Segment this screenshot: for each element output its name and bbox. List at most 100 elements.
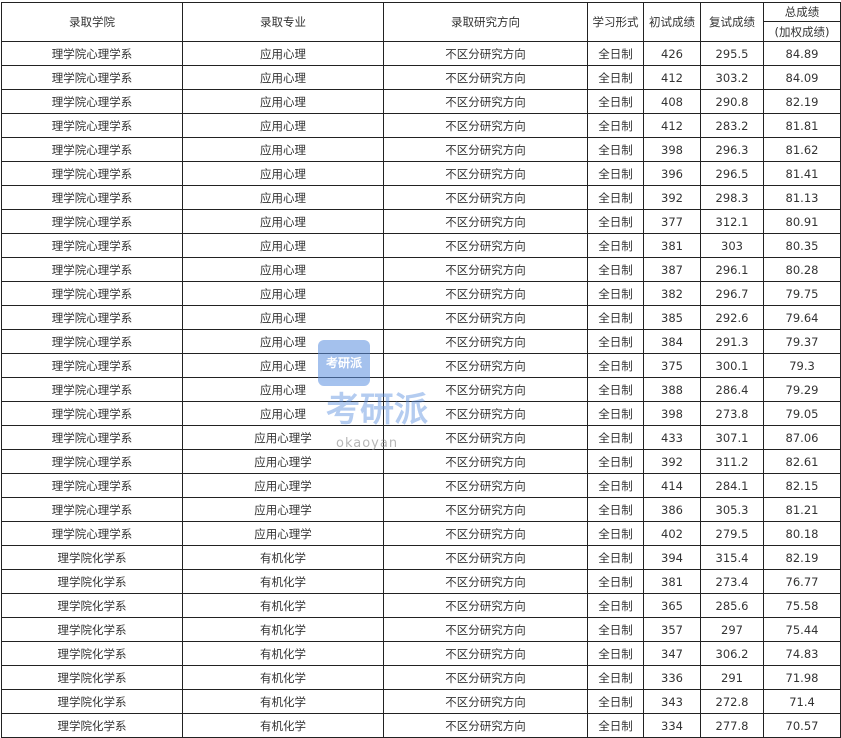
cell-total: 82.19	[763, 545, 841, 570]
cell-direction: 不区分研究方向	[383, 233, 588, 258]
cell-direction: 不区分研究方向	[383, 617, 588, 642]
cell-mode: 全日制	[587, 353, 644, 378]
cell-major: 应用心理	[182, 185, 384, 210]
cell-mode: 全日制	[587, 41, 644, 66]
cell-major: 有机化学	[182, 713, 384, 738]
cell-total: 81.21	[763, 497, 841, 522]
header-direction: 录取研究方向	[383, 2, 588, 42]
table-row: 理学院心理学系 应用心理 不区分研究方向 全日制 392 298.3 81.13	[1, 185, 841, 210]
cell-mode: 全日制	[587, 401, 644, 426]
cell-college: 理学院心理学系	[1, 161, 183, 186]
cell-mode: 全日制	[587, 689, 644, 714]
cell-major: 应用心理学	[182, 473, 384, 498]
cell-mode: 全日制	[587, 281, 644, 306]
cell-retest: 295.5	[700, 41, 764, 66]
cell-retest: 290.8	[700, 89, 764, 114]
cell-initial: 386	[643, 497, 701, 522]
cell-mode: 全日制	[587, 449, 644, 474]
cell-college: 理学院化学系	[1, 713, 183, 738]
cell-major: 应用心理	[182, 257, 384, 282]
cell-college: 理学院化学系	[1, 641, 183, 666]
cell-direction: 不区分研究方向	[383, 161, 588, 186]
cell-initial: 414	[643, 473, 701, 498]
cell-college: 理学院化学系	[1, 569, 183, 594]
header-major: 录取专业	[182, 2, 384, 42]
cell-college: 理学院心理学系	[1, 377, 183, 402]
cell-total: 82.15	[763, 473, 841, 498]
cell-college: 理学院心理学系	[1, 209, 183, 234]
cell-retest: 277.8	[700, 713, 764, 738]
watermark-logo-text: 考研派	[325, 356, 362, 370]
table-row: 理学院化学系 有机化学 不区分研究方向 全日制 336 291 71.98	[1, 665, 841, 690]
cell-total: 87.06	[763, 425, 841, 450]
cell-mode: 全日制	[587, 65, 644, 90]
cell-initial: 381	[643, 569, 701, 594]
cell-direction: 不区分研究方向	[383, 401, 588, 426]
cell-total: 81.41	[763, 161, 841, 186]
cell-mode: 全日制	[587, 233, 644, 258]
cell-college: 理学院化学系	[1, 545, 183, 570]
cell-direction: 不区分研究方向	[383, 89, 588, 114]
cell-retest: 305.3	[700, 497, 764, 522]
cell-retest: 300.1	[700, 353, 764, 378]
cell-initial: 392	[643, 449, 701, 474]
cell-retest: 307.1	[700, 425, 764, 450]
cell-mode: 全日制	[587, 209, 644, 234]
cell-initial: 385	[643, 305, 701, 330]
cell-retest: 303.2	[700, 65, 764, 90]
cell-direction: 不区分研究方向	[383, 569, 588, 594]
cell-initial: 402	[643, 521, 701, 546]
table-row: 理学院心理学系 应用心理 不区分研究方向 全日制 381 303 80.35	[1, 233, 841, 258]
cell-direction: 不区分研究方向	[383, 257, 588, 282]
table-row: 理学院心理学系 应用心理学 不区分研究方向 全日制 402 279.5 80.18	[1, 521, 841, 546]
cell-direction: 不区分研究方向	[383, 521, 588, 546]
cell-college: 理学院化学系	[1, 617, 183, 642]
cell-total: 75.58	[763, 593, 841, 618]
cell-college: 理学院心理学系	[1, 113, 183, 138]
cell-total: 74.83	[763, 641, 841, 666]
cell-retest: 296.3	[700, 137, 764, 162]
cell-initial: 382	[643, 281, 701, 306]
cell-mode: 全日制	[587, 305, 644, 330]
cell-total: 70.57	[763, 713, 841, 738]
cell-initial: 396	[643, 161, 701, 186]
cell-initial: 336	[643, 665, 701, 690]
cell-college: 理学院化学系	[1, 665, 183, 690]
cell-major: 应用心理	[182, 209, 384, 234]
cell-retest: 279.5	[700, 521, 764, 546]
cell-major: 有机化学	[182, 593, 384, 618]
cell-mode: 全日制	[587, 617, 644, 642]
cell-initial: 334	[643, 713, 701, 738]
cell-total: 80.18	[763, 521, 841, 546]
cell-retest: 291	[700, 665, 764, 690]
cell-mode: 全日制	[587, 377, 644, 402]
cell-mode: 全日制	[587, 545, 644, 570]
cell-mode: 全日制	[587, 665, 644, 690]
cell-total: 71.98	[763, 665, 841, 690]
cell-direction: 不区分研究方向	[383, 545, 588, 570]
cell-retest: 273.4	[700, 569, 764, 594]
cell-major: 应用心理	[182, 137, 384, 162]
table-row: 理学院心理学系 应用心理 不区分研究方向 全日制 377 312.1 80.91	[1, 209, 841, 234]
cell-initial: 412	[643, 65, 701, 90]
table-row: 理学院心理学系 应用心理 不区分研究方向 全日制 408 290.8 82.19	[1, 89, 841, 114]
cell-mode: 全日制	[587, 641, 644, 666]
header-total-sub: (加权成绩)	[763, 21, 841, 42]
header-college: 录取学院	[1, 2, 183, 42]
cell-college: 理学院心理学系	[1, 449, 183, 474]
cell-direction: 不区分研究方向	[383, 209, 588, 234]
cell-direction: 不区分研究方向	[383, 713, 588, 738]
cell-total: 76.77	[763, 569, 841, 594]
table-row: 理学院心理学系 应用心理 不区分研究方向 全日制 387 296.1 80.28	[1, 257, 841, 282]
cell-initial: 398	[643, 401, 701, 426]
cell-major: 有机化学	[182, 689, 384, 714]
cell-mode: 全日制	[587, 569, 644, 594]
cell-direction: 不区分研究方向	[383, 185, 588, 210]
cell-initial: 398	[643, 137, 701, 162]
cell-initial: 412	[643, 113, 701, 138]
cell-total: 81.62	[763, 137, 841, 162]
cell-mode: 全日制	[587, 497, 644, 522]
cell-direction: 不区分研究方向	[383, 281, 588, 306]
cell-major: 应用心理	[182, 401, 384, 426]
